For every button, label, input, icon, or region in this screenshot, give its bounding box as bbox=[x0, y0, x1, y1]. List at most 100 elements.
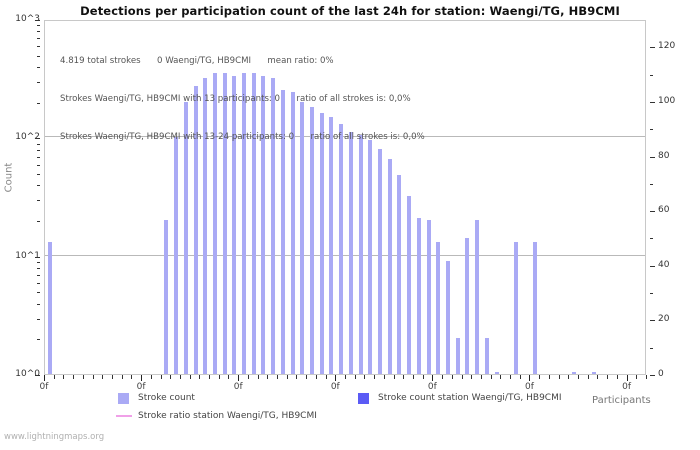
legend-label: Stroke count station Waengi/TG, HB9CMI bbox=[378, 393, 562, 403]
y-axis-minor-tick bbox=[37, 149, 40, 151]
x-axis-tick bbox=[218, 375, 220, 379]
x-axis-tick bbox=[548, 375, 550, 379]
bar bbox=[513, 242, 518, 374]
bar bbox=[387, 159, 392, 374]
bar bbox=[222, 72, 227, 374]
watermark: www.lightningmaps.org bbox=[4, 432, 105, 442]
bar bbox=[416, 217, 421, 374]
y-axis-minor-tick bbox=[37, 143, 40, 145]
y-axis-tick bbox=[35, 256, 40, 258]
x-axis-tick bbox=[141, 375, 143, 381]
legend-color-swatch bbox=[118, 393, 129, 404]
x-axis-tick bbox=[315, 375, 317, 379]
x-axis-tick bbox=[597, 375, 599, 379]
x-axis-tick bbox=[286, 375, 288, 379]
plot-area bbox=[44, 20, 646, 375]
bar bbox=[290, 92, 295, 374]
y-axis-right-tick-label: 20 bbox=[658, 314, 670, 325]
bar bbox=[484, 338, 489, 374]
bar bbox=[591, 372, 596, 374]
bar bbox=[174, 137, 179, 374]
y-axis-right-tick-label: 100 bbox=[658, 95, 676, 106]
y-axis-minor-tick bbox=[37, 274, 40, 276]
x-axis-tick bbox=[646, 375, 647, 379]
x-axis-tick bbox=[325, 375, 327, 379]
y-axis-minor-tick bbox=[37, 156, 40, 158]
x-axis-tick bbox=[267, 375, 269, 379]
x-axis-tick bbox=[568, 375, 570, 379]
y-axis-minor-tick bbox=[37, 221, 40, 223]
y-axis-right-tick bbox=[650, 101, 655, 103]
x-axis-tick bbox=[539, 375, 541, 379]
bar bbox=[358, 134, 363, 374]
y-axis-right-tick bbox=[650, 129, 653, 131]
bar bbox=[47, 242, 52, 374]
y-axis-right-tick bbox=[650, 156, 655, 158]
bar bbox=[280, 90, 285, 374]
y-axis-right-tick bbox=[650, 375, 655, 376]
x-axis-tick bbox=[277, 375, 279, 379]
bar bbox=[339, 123, 344, 374]
x-axis-tick bbox=[490, 375, 492, 379]
x-axis-tick bbox=[150, 375, 152, 379]
bar bbox=[445, 261, 450, 374]
bar bbox=[348, 132, 353, 374]
x-axis-tick bbox=[189, 375, 191, 379]
x-axis-tick bbox=[587, 375, 589, 379]
x-axis-tick bbox=[111, 375, 113, 379]
x-axis-tick bbox=[471, 375, 473, 379]
y-axis-tick bbox=[35, 375, 40, 376]
y-axis-minor-tick bbox=[37, 200, 40, 202]
y-axis-minor-tick bbox=[37, 46, 40, 48]
y-axis-right-tick bbox=[650, 74, 653, 76]
x-axis-tick bbox=[345, 375, 346, 379]
annotation-line-3: Strokes Waengi/TG, HB9CMI with 13-24 par… bbox=[60, 131, 425, 142]
x-axis-tick bbox=[519, 375, 521, 379]
x-axis-tick bbox=[179, 375, 181, 379]
x-axis-tick bbox=[364, 375, 366, 379]
y-axis-minor-tick bbox=[37, 262, 40, 264]
y-axis-minor-tick bbox=[37, 55, 40, 57]
bar bbox=[212, 72, 217, 374]
x-axis-tick bbox=[170, 375, 172, 379]
bar bbox=[533, 242, 538, 374]
x-axis-tick bbox=[383, 375, 385, 379]
page-title: Detections per participation count of th… bbox=[80, 4, 620, 18]
x-axis-tick-label: 0f bbox=[233, 382, 243, 392]
x-axis-tick bbox=[131, 375, 133, 379]
x-axis-tick bbox=[102, 375, 104, 379]
annotation-line-2: Strokes Waengi/TG, HB9CMI with 13 partic… bbox=[60, 93, 411, 104]
y-axis-minor-tick bbox=[37, 282, 40, 284]
bar bbox=[397, 175, 402, 374]
y-axis-minor-tick bbox=[37, 31, 40, 33]
x-axis-tick-label: 0f bbox=[427, 382, 437, 392]
annotation-block: 4.819 total strokes 0 Waengi/TG, HB9CMI … bbox=[60, 30, 425, 156]
bar bbox=[368, 139, 373, 374]
bar bbox=[242, 72, 247, 374]
y-axis-tick bbox=[35, 20, 40, 21]
legend-line-marker bbox=[116, 415, 132, 417]
x-axis-tick bbox=[228, 375, 230, 379]
bar bbox=[232, 75, 237, 374]
gridline bbox=[45, 254, 645, 256]
y-axis-minor-tick bbox=[37, 67, 40, 69]
y-axis-right-tick-label: 0 bbox=[658, 369, 664, 379]
y-axis-tick bbox=[35, 138, 40, 140]
bar bbox=[572, 372, 577, 374]
x-axis-tick bbox=[257, 375, 259, 379]
y-axis-right-tick bbox=[650, 211, 655, 213]
y-axis-minor-tick bbox=[37, 102, 40, 104]
y-axis-minor-tick bbox=[37, 339, 40, 341]
x-axis-tick-label: 0f bbox=[525, 382, 534, 392]
y-axis-minor-tick bbox=[37, 25, 40, 27]
x-axis: 0f 0f 0f 0f 0f 0f 0f bbox=[40, 375, 647, 395]
y-axis-right-tick bbox=[650, 183, 653, 185]
y-axis-tick-label: 10^3 bbox=[15, 14, 40, 24]
bar bbox=[183, 101, 188, 374]
y-axis-left-label: Count bbox=[3, 162, 15, 193]
bar bbox=[310, 107, 315, 374]
x-axis-tick bbox=[121, 375, 123, 379]
bar bbox=[377, 148, 382, 374]
x-axis-tick bbox=[626, 375, 628, 381]
bar bbox=[271, 77, 276, 374]
